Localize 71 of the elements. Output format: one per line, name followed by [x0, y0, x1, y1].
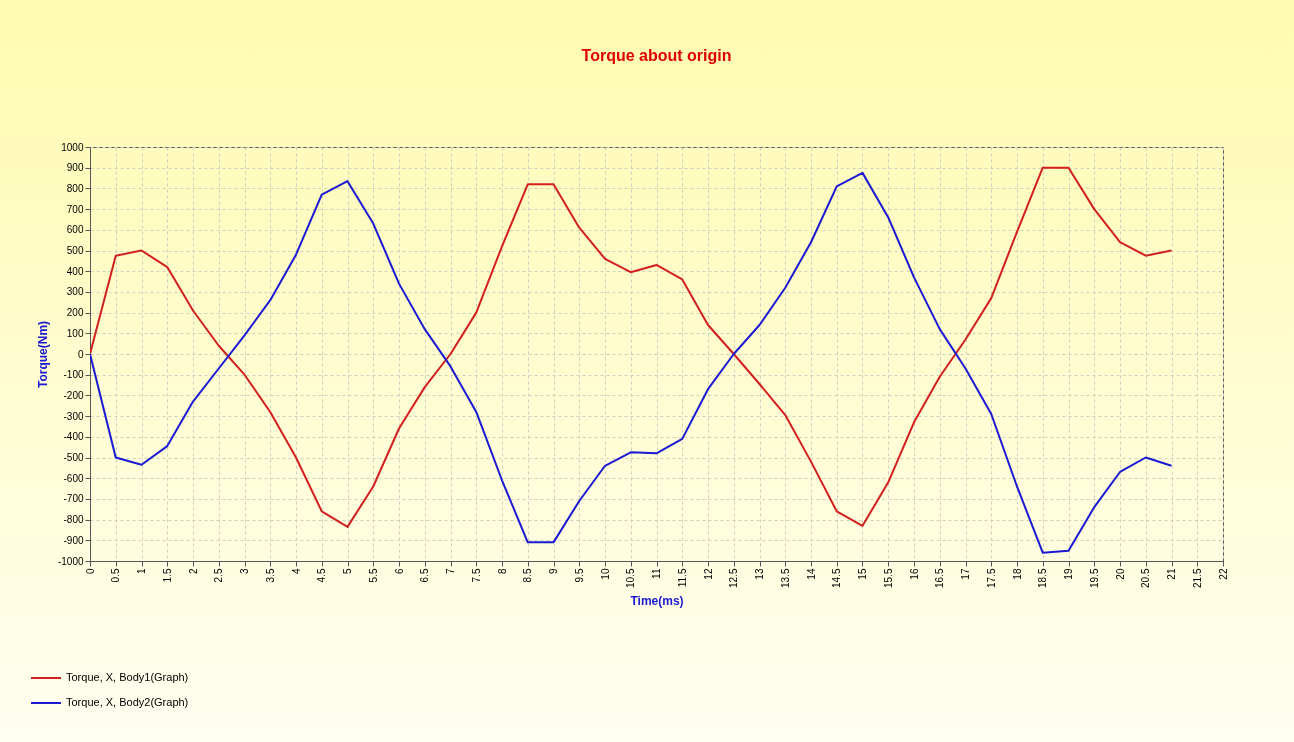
x-tick-label: 7.5 — [470, 568, 482, 583]
x-tick-label: 17.5 — [985, 568, 997, 588]
y-tick-label: -1000 — [57, 555, 84, 567]
x-tick-label: 12 — [702, 568, 714, 580]
x-tick-label: 10.5 — [625, 568, 637, 588]
x-tick-label: 1 — [136, 568, 147, 575]
x-tick-label: 17 — [960, 568, 971, 580]
x-tick-label: 0.5 — [110, 568, 122, 583]
x-tick-label: 18.5 — [1037, 568, 1049, 588]
legend-label: Torque, X, Body1(Graph) — [66, 671, 189, 683]
x-tick-label: 16 — [908, 568, 920, 580]
x-tick-label: 13.5 — [779, 568, 791, 588]
y-tick-label: -200 — [63, 389, 84, 401]
chart-title: Torque about origin — [581, 47, 732, 64]
y-tick-label: 700 — [66, 203, 84, 215]
x-tick-label: 3 — [239, 568, 250, 575]
x-tick-label: 9 — [548, 568, 559, 575]
x-tick-label: 1.5 — [161, 568, 173, 583]
x-tick-label: 2 — [187, 568, 199, 575]
x-tick-label: 21 — [1166, 568, 1177, 580]
y-tick-label: -400 — [63, 431, 84, 443]
x-tick-label: 4.5 — [316, 568, 328, 583]
y-tick-label: -600 — [63, 472, 84, 484]
y-tick-label: 800 — [66, 182, 84, 194]
x-tick-label: 21.5 — [1191, 568, 1203, 588]
y-tick-label: 400 — [66, 265, 84, 277]
x-tick-label: 22 — [1217, 568, 1229, 580]
x-tick-label: 7 — [445, 568, 456, 575]
y-tick-label: -900 — [63, 534, 84, 546]
x-tick-label: 19.5 — [1088, 568, 1100, 588]
x-tick-label: 8 — [496, 568, 508, 575]
y-tick-label: 200 — [66, 307, 84, 319]
x-tick-label: 11 — [651, 568, 662, 579]
x-tick-label: 0 — [84, 568, 96, 575]
x-tick-label: 8.5 — [522, 568, 534, 583]
y-tick-label: 1000 — [61, 141, 84, 153]
legend-label: Torque, X, Body2(Graph) — [66, 696, 189, 708]
x-tick-label: 6.5 — [419, 568, 431, 583]
x-axis-title: Time(ms) — [630, 593, 684, 608]
x-tick-label: 19 — [1063, 568, 1074, 580]
x-tick-label: 16.5 — [934, 568, 946, 588]
y-tick-label: -500 — [63, 452, 84, 463]
y-axis-title: Torque(Nm) — [35, 320, 50, 389]
y-tick-label: 100 — [66, 327, 84, 339]
x-tick-label: 12.5 — [728, 568, 740, 588]
x-tick-label: 20.5 — [1140, 568, 1152, 588]
x-tick-label: 14.5 — [831, 568, 843, 588]
x-tick-label: 9.5 — [573, 568, 585, 583]
x-tick-label: 5.5 — [367, 568, 379, 583]
y-tick-label: 0 — [77, 348, 84, 360]
y-tick-label: -100 — [63, 369, 84, 381]
x-tick-label: 11.5 — [676, 568, 688, 588]
y-tick-label: -800 — [63, 514, 84, 526]
y-tick-label: 900 — [66, 162, 84, 174]
y-tick-label: 300 — [66, 286, 84, 298]
x-tick-label: 4 — [290, 568, 302, 575]
x-tick-label: 20 — [1114, 568, 1126, 580]
y-tick-label: -300 — [63, 410, 84, 422]
x-tick-label: 5 — [342, 568, 353, 575]
x-tick-label: 15 — [857, 568, 868, 580]
x-tick-label: 2.5 — [213, 568, 225, 583]
x-tick-label: 3.5 — [264, 568, 276, 583]
x-tick-label: 15.5 — [882, 568, 894, 588]
x-tick-label: 10 — [599, 568, 611, 580]
x-tick-label: 13 — [754, 568, 765, 580]
y-tick-label: -700 — [63, 493, 84, 505]
x-tick-label: 18 — [1011, 568, 1023, 580]
x-tick-label: 6 — [393, 568, 405, 575]
y-tick-label: 500 — [66, 245, 84, 256]
y-tick-label: 600 — [66, 224, 84, 236]
x-tick-label: 14 — [805, 568, 817, 580]
